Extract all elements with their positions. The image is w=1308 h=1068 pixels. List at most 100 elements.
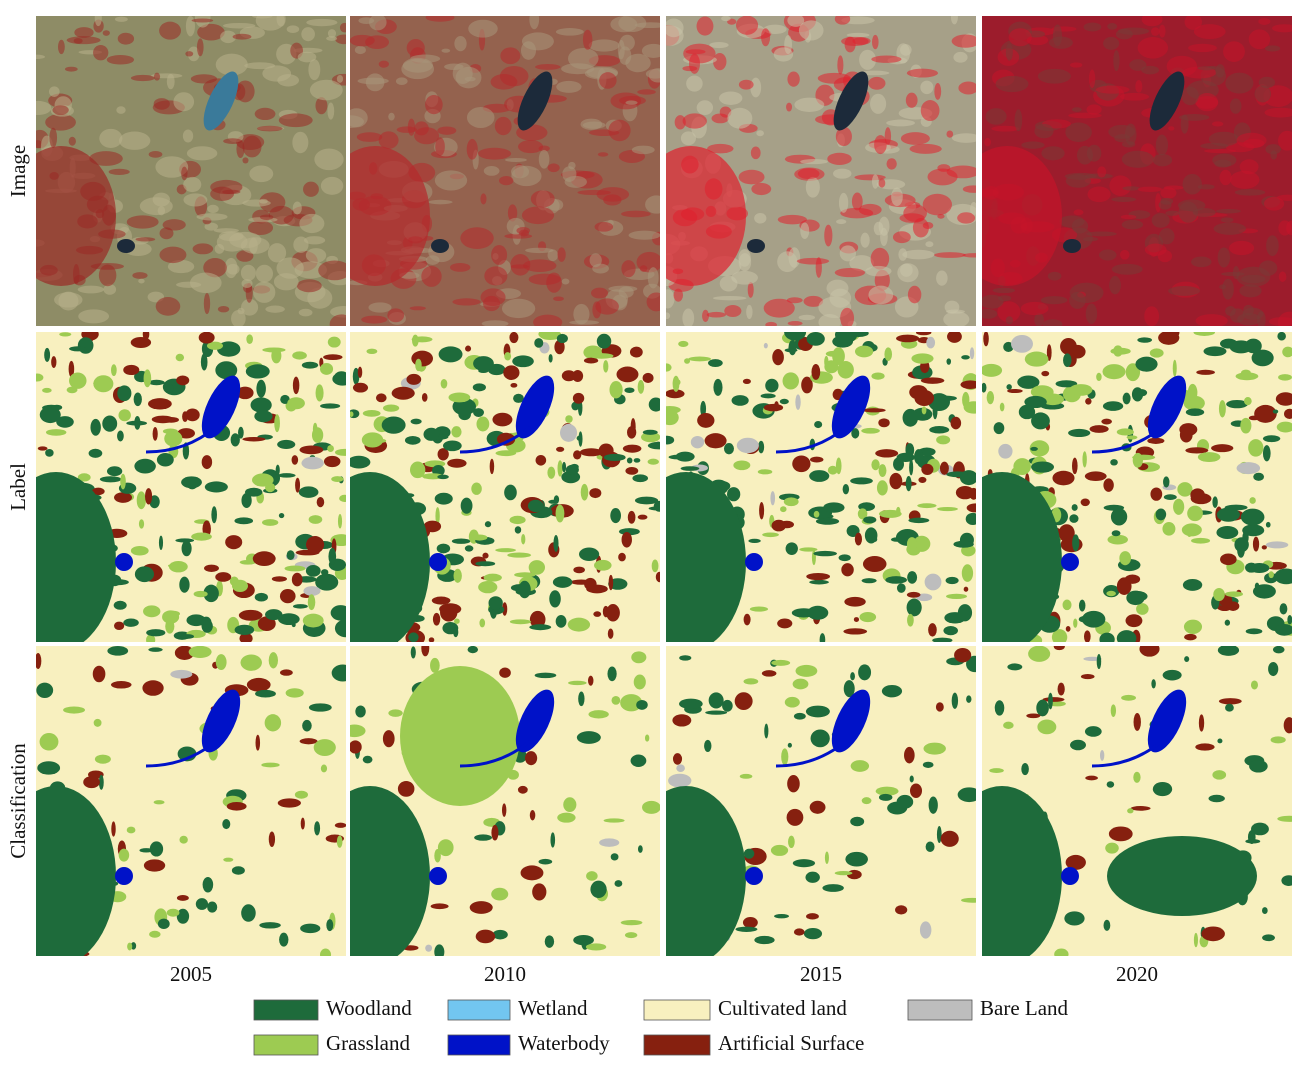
land-patch [529, 610, 546, 629]
land-patch [593, 611, 602, 617]
land-patch [548, 354, 553, 363]
image-texture [78, 309, 110, 324]
land-patch [181, 540, 192, 557]
land-patch [916, 332, 932, 336]
land-patch [982, 382, 987, 393]
image-texture [1220, 217, 1234, 223]
land-patch [1081, 610, 1106, 628]
land-patch [93, 718, 102, 727]
image-texture [992, 287, 1016, 294]
land-patch [375, 393, 387, 403]
land-patch [824, 851, 829, 865]
land-patch [300, 817, 305, 830]
image-texture [937, 164, 951, 172]
image-texture [588, 39, 620, 52]
land-patch [509, 619, 532, 625]
image-texture [1182, 173, 1202, 195]
land-patch [532, 883, 547, 901]
image-texture [132, 272, 148, 279]
image-texture [187, 46, 200, 62]
land-patch [295, 477, 301, 493]
image-texture [852, 37, 871, 45]
land-patch [568, 680, 587, 686]
land-patch [792, 678, 809, 690]
image-texture [253, 281, 276, 303]
image-texture [591, 287, 609, 299]
image-texture [232, 33, 252, 40]
image-texture [278, 113, 313, 128]
legend-swatch [447, 1034, 511, 1056]
lake [429, 553, 447, 571]
land-patch [850, 477, 873, 485]
land-patch [801, 376, 813, 394]
land-patch [983, 332, 989, 347]
land-patch [862, 408, 886, 413]
land-patch [185, 408, 200, 422]
image-texture [303, 236, 326, 245]
land-patch [666, 389, 685, 399]
image-texture [787, 71, 800, 87]
image-texture [631, 145, 655, 155]
land-patch [307, 594, 316, 611]
land-patch [555, 504, 565, 523]
image-texture [297, 51, 317, 63]
land-patch [914, 389, 935, 407]
row-label: Label [6, 463, 30, 511]
land-patch [198, 332, 215, 344]
land-patch [810, 729, 830, 748]
image-texture [166, 73, 175, 90]
land-patch [1274, 568, 1292, 585]
image-texture [1178, 201, 1198, 223]
land-patch [945, 576, 959, 585]
image-texture [1087, 186, 1111, 203]
land-patch [1130, 806, 1151, 811]
land-patch [629, 346, 643, 358]
land-patch [271, 347, 282, 364]
image-texture [329, 314, 346, 326]
land-patch [788, 835, 795, 849]
land-patch [259, 922, 281, 929]
image-texture [240, 237, 270, 254]
image-texture [1021, 141, 1045, 149]
image-texture [647, 267, 659, 289]
lake [515, 375, 555, 439]
image-texture [608, 119, 631, 142]
land-patch [885, 576, 907, 584]
land-patch [254, 592, 268, 602]
image-texture [951, 34, 976, 48]
image-texture [547, 249, 559, 262]
land-patch [805, 705, 830, 718]
image-texture [953, 51, 968, 63]
legend-swatch [643, 999, 711, 1021]
image-texture [1070, 62, 1083, 68]
land-patch [1007, 663, 1023, 671]
image-texture [1150, 27, 1160, 36]
land-patch [245, 364, 270, 379]
land-patch [620, 919, 643, 926]
image-texture [286, 25, 300, 33]
image-texture [533, 314, 563, 326]
image-texture [428, 199, 453, 205]
image-texture [906, 68, 938, 78]
image-texture [844, 36, 856, 53]
panel [666, 646, 976, 956]
image-texture [306, 18, 338, 27]
image-texture [995, 75, 1029, 93]
land-patch [1052, 470, 1075, 486]
land-patch [922, 761, 934, 768]
land-patch [410, 418, 422, 425]
land-patch [434, 492, 453, 505]
land-patch [142, 680, 164, 696]
image-dark-area [982, 146, 1062, 286]
land-patch [672, 375, 680, 392]
land-patch [809, 800, 826, 814]
image-texture [159, 21, 182, 40]
land-patch [614, 880, 623, 887]
land-patch [339, 494, 346, 502]
land-patch [1029, 440, 1050, 457]
image-texture [763, 24, 787, 34]
land-patch [936, 825, 942, 843]
land-patch [350, 740, 362, 754]
land-patch [557, 460, 563, 477]
woodland-area [350, 786, 430, 956]
